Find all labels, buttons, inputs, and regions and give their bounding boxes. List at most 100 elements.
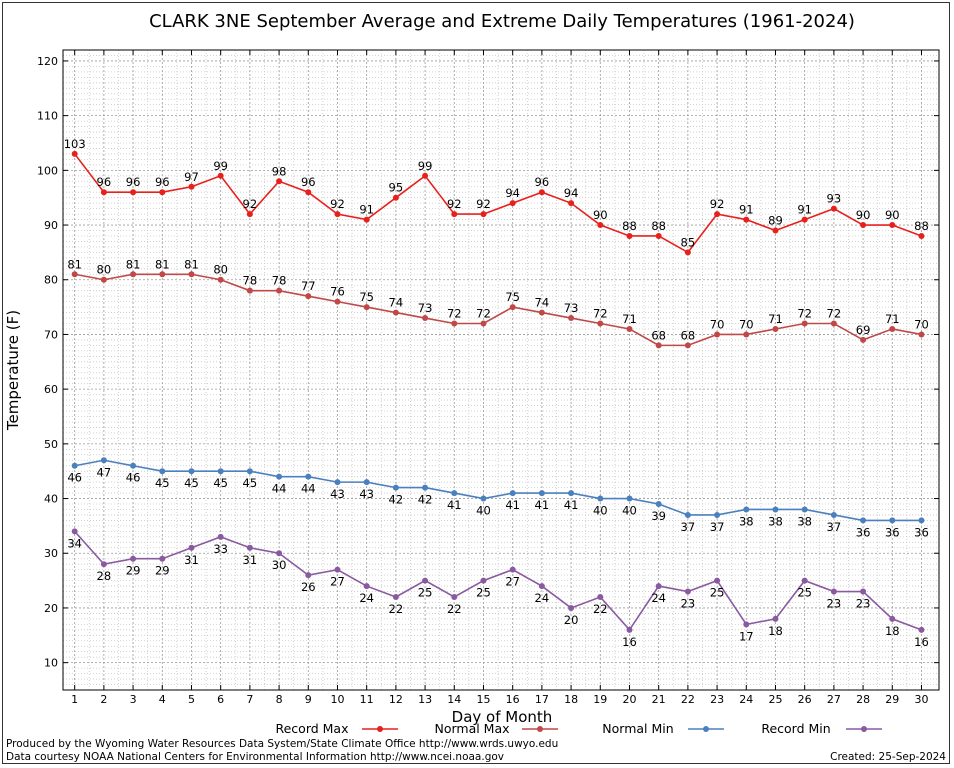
data-label-record-min: 30	[272, 558, 287, 572]
data-label-normal-max: 72	[827, 307, 842, 321]
data-point-normal-min	[568, 490, 575, 497]
data-label-record-max: 92	[330, 197, 345, 211]
data-point-record-max	[159, 189, 166, 196]
x-tick-label: 29	[885, 693, 899, 706]
data-label-normal-max: 76	[330, 285, 345, 299]
x-tick-label: 27	[827, 693, 841, 706]
data-point-normal-min	[159, 468, 166, 475]
series-group: 103 96 96 96 97 99 92 98 96 92 91 95 99 92 92 94 96 94 90 8…	[64, 137, 929, 649]
grid	[63, 49, 939, 691]
x-tick-label: 18	[564, 693, 578, 706]
x-tick-label: 28	[856, 693, 870, 706]
data-label-normal-max: 73	[418, 301, 433, 315]
x-tick-label: 7	[246, 693, 253, 706]
data-label-normal-min: 36	[856, 525, 871, 539]
y-tick-label: 100	[37, 164, 58, 177]
data-point-normal-min	[714, 511, 721, 518]
data-label-normal-min: 41	[505, 498, 520, 512]
data-label-record-max: 90	[856, 208, 871, 222]
data-label-normal-max: 80	[97, 263, 112, 277]
data-label-record-min: 16	[914, 635, 929, 649]
x-tick-label: 6	[217, 693, 224, 706]
series-normal-max: 81 80 81 81 81 80 78 78 77 76 75 74 73 72 72 75 74 73 72 71…	[67, 257, 929, 349]
data-label-normal-min: 47	[97, 465, 112, 479]
data-label-record-max: 92	[447, 197, 462, 211]
data-label-record-min: 23	[827, 597, 842, 611]
x-tick-label: 9	[305, 693, 312, 706]
data-point-record-max	[188, 183, 195, 190]
data-point-normal-min	[188, 468, 195, 475]
data-label-normal-min: 41	[564, 498, 579, 512]
x-tick-label: 16	[506, 693, 520, 706]
data-label-record-max: 91	[359, 203, 374, 217]
x-tick-label: 21	[652, 693, 666, 706]
data-point-normal-min	[918, 517, 925, 524]
y-tick-label: 50	[44, 438, 58, 451]
data-label-record-min: 27	[330, 575, 345, 589]
data-point-record-max	[889, 222, 896, 229]
x-tick-label: 24	[739, 693, 753, 706]
data-point-record-max	[305, 189, 312, 196]
data-label-normal-min: 38	[768, 514, 783, 528]
x-tick-label: 13	[418, 693, 432, 706]
data-label-record-max: 96	[535, 175, 550, 189]
data-point-normal-min	[363, 479, 370, 486]
data-label-record-max: 96	[126, 175, 141, 189]
x-tick-label: 23	[710, 693, 724, 706]
data-point-record-max	[538, 189, 545, 196]
data-point-normal-max	[188, 271, 195, 278]
data-point-normal-max	[860, 336, 867, 343]
data-label-normal-max: 71	[622, 312, 637, 326]
data-point-normal-min	[801, 506, 808, 513]
data-label-record-max: 85	[681, 235, 696, 249]
data-label-record-max: 91	[739, 203, 754, 217]
data-label-record-max: 89	[768, 214, 783, 228]
data-label-normal-min: 44	[301, 482, 316, 496]
data-label-normal-min: 37	[827, 520, 842, 534]
data-point-record-min	[246, 544, 253, 551]
data-label-normal-max: 70	[914, 317, 929, 331]
data-label-normal-max: 81	[67, 257, 82, 271]
data-label-normal-min: 41	[447, 498, 462, 512]
data-point-normal-min	[597, 495, 604, 502]
y-tick-label: 10	[44, 657, 58, 670]
data-point-normal-max	[276, 287, 283, 294]
x-tick-label: 19	[593, 693, 607, 706]
x-tick-label: 22	[681, 693, 695, 706]
data-point-record-min	[889, 615, 896, 622]
data-point-record-max	[860, 222, 867, 229]
data-label-normal-max: 72	[447, 307, 462, 321]
data-label-record-min: 24	[651, 591, 666, 605]
data-point-normal-max	[655, 342, 662, 349]
data-label-record-min: 18	[885, 624, 900, 638]
data-label-normal-max: 74	[535, 296, 550, 310]
data-label-record-max: 99	[213, 159, 228, 173]
data-point-record-min	[860, 588, 867, 595]
data-label-record-max: 88	[622, 219, 637, 233]
data-point-normal-max	[363, 304, 370, 311]
data-point-normal-min	[480, 495, 487, 502]
data-point-record-min	[568, 604, 575, 611]
data-label-normal-max: 70	[710, 317, 725, 331]
data-label-normal-max: 73	[564, 301, 579, 315]
series-line-normal-max	[74, 273, 922, 347]
data-label-record-min: 25	[710, 586, 725, 600]
series-record-min: 34 28 29 29 31 33 31 30 26 27 24 22 25 22 25 27 24 20 22 16…	[67, 528, 929, 649]
data-point-normal-max	[772, 325, 779, 332]
data-point-record-min	[392, 594, 399, 601]
x-tick-label: 30	[914, 693, 928, 706]
data-point-normal-min	[305, 473, 312, 480]
data-point-record-min	[626, 626, 633, 633]
data-point-record-max	[714, 211, 721, 218]
x-tick-label: 4	[159, 693, 166, 706]
data-point-normal-max	[100, 276, 107, 283]
data-point-normal-min	[392, 484, 399, 491]
data-point-normal-min	[276, 473, 283, 480]
y-tick-label: 40	[44, 493, 58, 506]
data-point-normal-min	[889, 517, 896, 524]
data-point-record-min	[217, 533, 224, 540]
data-label-record-max: 96	[301, 175, 316, 189]
data-point-record-max	[568, 200, 575, 207]
data-point-normal-max	[71, 271, 78, 278]
